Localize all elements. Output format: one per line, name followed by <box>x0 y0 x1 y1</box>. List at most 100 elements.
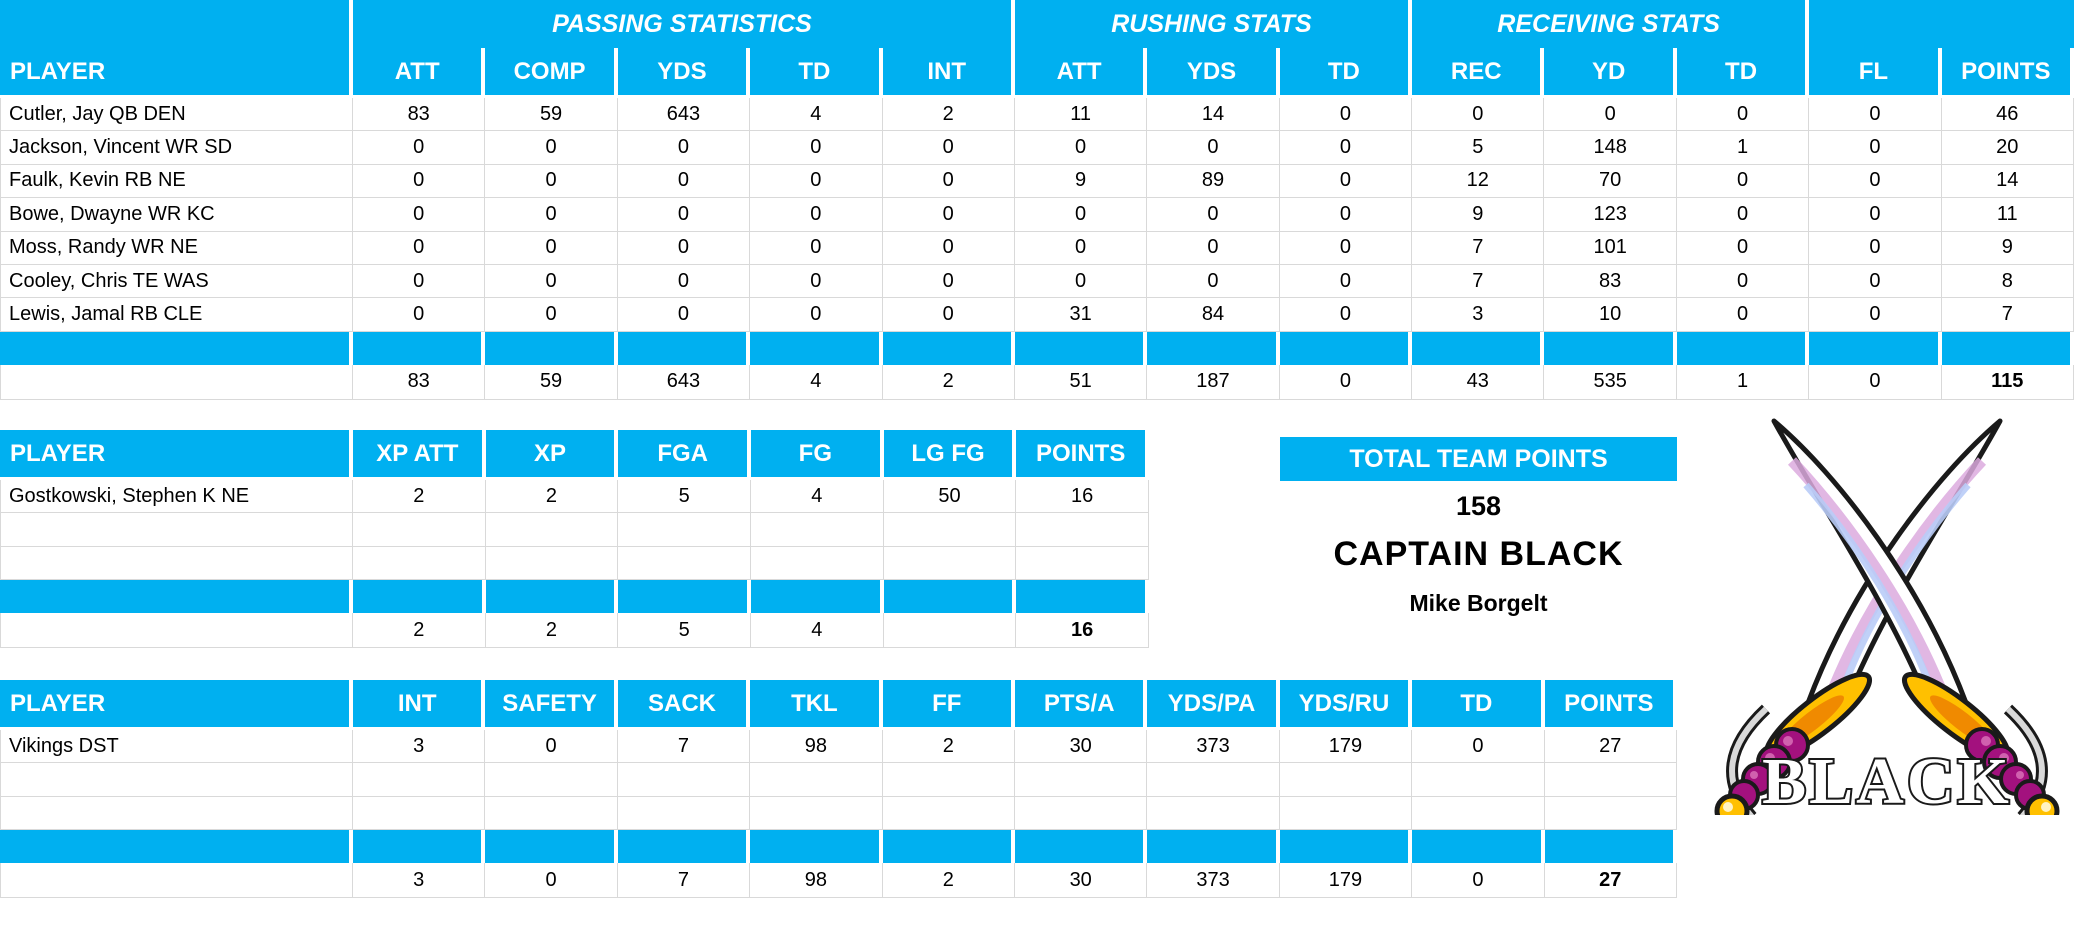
total-cell[interactable]: 83 <box>353 364 486 400</box>
player-name[interactable]: Vikings DST <box>0 730 353 764</box>
column-header[interactable]: PLAYER <box>0 430 353 480</box>
stat-cell[interactable]: 30 <box>1014 730 1148 764</box>
column-header[interactable]: YDS <box>617 48 751 98</box>
column-header[interactable]: YDS/PA <box>1147 680 1280 730</box>
stat-cell[interactable]: 1 <box>1676 131 1810 165</box>
stat-cell[interactable]: 50 <box>883 480 1017 514</box>
total-cell[interactable] <box>0 364 353 400</box>
stat-cell[interactable]: 0 <box>1676 298 1810 332</box>
stat-cell[interactable]: 4 <box>751 480 884 514</box>
column-header[interactable]: POINTS <box>1544 680 1677 730</box>
stat-cell[interactable]: 0 <box>485 164 618 199</box>
column-header[interactable]: POINTS <box>1941 48 2074 98</box>
empty-cell[interactable] <box>751 546 884 581</box>
stat-cell[interactable]: 0 <box>1279 298 1413 332</box>
total-cell[interactable]: 0 <box>1279 364 1413 400</box>
stat-cell[interactable]: 11 <box>1014 98 1148 132</box>
stat-cell[interactable]: 0 <box>1412 98 1545 132</box>
total-cell[interactable]: 0 <box>1412 863 1545 899</box>
stat-cell[interactable]: 148 <box>1544 131 1677 165</box>
empty-cell[interactable] <box>617 796 751 831</box>
empty-cell[interactable] <box>750 796 883 831</box>
stat-cell[interactable]: 0 <box>882 231 1015 265</box>
stat-cell[interactable]: 0 <box>353 231 486 265</box>
group-header[interactable]: PASSING STATISTICS <box>353 0 1015 48</box>
stat-cell[interactable]: 0 <box>353 198 486 232</box>
stat-cell[interactable]: 12 <box>1412 164 1545 199</box>
stat-cell[interactable]: 0 <box>750 131 883 165</box>
stat-cell[interactable]: 4 <box>750 98 883 132</box>
total-cell[interactable]: 4 <box>751 613 884 649</box>
total-team-points-header[interactable]: TOTAL TEAM POINTS <box>1280 437 1677 481</box>
player-name[interactable]: Cooley, Chris TE WAS <box>0 264 353 299</box>
stat-cell[interactable]: 89 <box>1147 164 1280 199</box>
stat-cell[interactable]: 7 <box>1412 231 1545 265</box>
total-cell[interactable]: 0 <box>1809 364 1942 400</box>
empty-cell[interactable] <box>0 796 353 831</box>
column-header[interactable]: PLAYER <box>0 680 353 730</box>
stat-cell[interactable]: 0 <box>485 231 618 265</box>
stat-cell[interactable]: 0 <box>1412 730 1545 764</box>
column-header[interactable]: SACK <box>617 680 751 730</box>
stat-cell[interactable]: 0 <box>617 131 751 165</box>
total-cell[interactable]: 2 <box>882 364 1015 400</box>
empty-cell[interactable] <box>617 763 751 797</box>
column-header[interactable]: XP ATT <box>353 430 486 480</box>
empty-cell[interactable] <box>883 513 1017 547</box>
stat-cell[interactable]: 0 <box>750 198 883 232</box>
column-header[interactable]: FGA <box>618 430 751 480</box>
total-cell[interactable]: 1 <box>1676 364 1810 400</box>
empty-cell[interactable] <box>1412 796 1545 831</box>
stat-cell[interactable]: 46 <box>1941 98 2074 132</box>
empty-cell[interactable] <box>1016 546 1149 581</box>
total-cell[interactable]: 5 <box>618 613 751 649</box>
stat-cell[interactable]: 3 <box>353 730 486 764</box>
stat-cell[interactable]: 0 <box>750 264 883 299</box>
stat-cell[interactable]: 0 <box>882 264 1015 299</box>
empty-cell[interactable] <box>485 513 619 547</box>
total-cell[interactable]: 115 <box>1941 364 2074 400</box>
stat-cell[interactable]: 0 <box>1676 164 1810 199</box>
empty-cell[interactable] <box>1014 796 1148 831</box>
column-header[interactable]: SAFETY <box>485 680 618 730</box>
stat-cell[interactable]: 0 <box>353 264 486 299</box>
stat-cell[interactable]: 101 <box>1544 231 1677 265</box>
column-header[interactable]: FL <box>1809 48 1942 98</box>
column-header[interactable]: TD <box>750 48 883 98</box>
empty-cell[interactable] <box>1279 763 1413 797</box>
total-cell[interactable]: 51 <box>1014 364 1148 400</box>
stat-cell[interactable]: 9 <box>1014 164 1148 199</box>
total-cell[interactable]: 43 <box>1412 364 1545 400</box>
player-name[interactable]: Jackson, Vincent WR SD <box>0 131 353 165</box>
stat-cell[interactable]: 0 <box>1809 231 1942 265</box>
empty-cell[interactable] <box>1544 796 1677 831</box>
stat-cell[interactable]: 0 <box>1014 131 1148 165</box>
player-name[interactable]: Faulk, Kevin RB NE <box>0 164 353 199</box>
column-header[interactable]: COMP <box>485 48 618 98</box>
group-header[interactable] <box>1809 0 2074 48</box>
stat-cell[interactable]: 0 <box>1809 131 1942 165</box>
stat-cell[interactable]: 84 <box>1147 298 1280 332</box>
total-cell[interactable]: 16 <box>1016 613 1149 649</box>
stat-cell[interactable]: 0 <box>617 198 751 232</box>
stat-cell[interactable]: 7 <box>617 730 751 764</box>
stat-cell[interactable]: 2 <box>882 98 1015 132</box>
group-header[interactable]: RECEIVING STATS <box>1412 0 1810 48</box>
stat-cell[interactable]: 0 <box>617 298 751 332</box>
stat-cell[interactable]: 9 <box>1412 198 1545 232</box>
stat-cell[interactable]: 0 <box>1676 264 1810 299</box>
player-name[interactable]: Gostkowski, Stephen K NE <box>0 480 353 514</box>
empty-cell[interactable] <box>750 763 883 797</box>
total-cell[interactable] <box>0 863 353 899</box>
column-header[interactable]: TD <box>1412 680 1545 730</box>
stat-cell[interactable]: 5 <box>618 480 751 514</box>
stat-cell[interactable]: 0 <box>1809 298 1942 332</box>
column-header[interactable]: YD <box>1544 48 1677 98</box>
stat-cell[interactable]: 0 <box>617 231 751 265</box>
stat-cell[interactable]: 0 <box>1809 264 1942 299</box>
stat-cell[interactable]: 59 <box>485 98 618 132</box>
empty-cell[interactable] <box>1147 796 1280 831</box>
stat-cell[interactable]: 2 <box>882 730 1015 764</box>
stat-cell[interactable]: 643 <box>617 98 751 132</box>
stat-cell[interactable]: 7 <box>1412 264 1545 299</box>
